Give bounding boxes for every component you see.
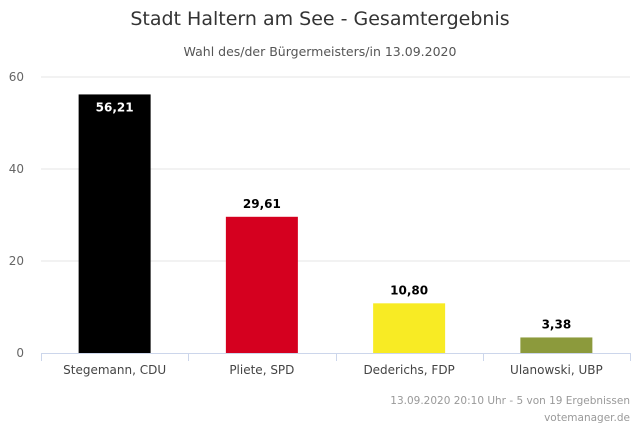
data-label: 29,61 [243,197,281,211]
bar[interactable] [78,94,151,354]
data-label: 56,21 [96,100,134,114]
bar[interactable] [520,337,593,353]
x-tick-label: Stegemann, CDU [63,363,166,377]
data-label: 3,38 [542,317,572,331]
x-axis: Stegemann, CDU Pliete, SPD Dederichs, FDP U… [41,353,631,377]
y-tick-label: 40 [9,162,24,176]
data-label: 10,80 [390,283,428,297]
data-labels: 56,21 29,61 10,80 3,38 [96,100,572,331]
credit-source[interactable]: votemanager.de [544,412,630,424]
bars [78,94,593,354]
bar[interactable] [373,303,446,353]
x-tick-label: Pliete, SPD [229,363,294,377]
x-tick-label: Dederichs, FDP [363,363,454,377]
y-axis: 0 20 40 60 [9,70,24,360]
bar[interactable] [225,216,298,353]
y-tick-label: 20 [9,254,24,268]
y-tick-label: 60 [9,70,24,84]
x-tick-label: Ulanowski, UBP [510,363,603,377]
y-tick-label: 0 [16,346,24,360]
credit-status: 13.09.2020 20:10 Uhr - 5 von 19 Ergebnis… [390,395,630,407]
chart-subtitle: Wahl des/der Bürgermeisters/in 13.09.202… [184,44,457,59]
chart-title: Stadt Haltern am See - Gesamtergebnis [130,8,509,30]
